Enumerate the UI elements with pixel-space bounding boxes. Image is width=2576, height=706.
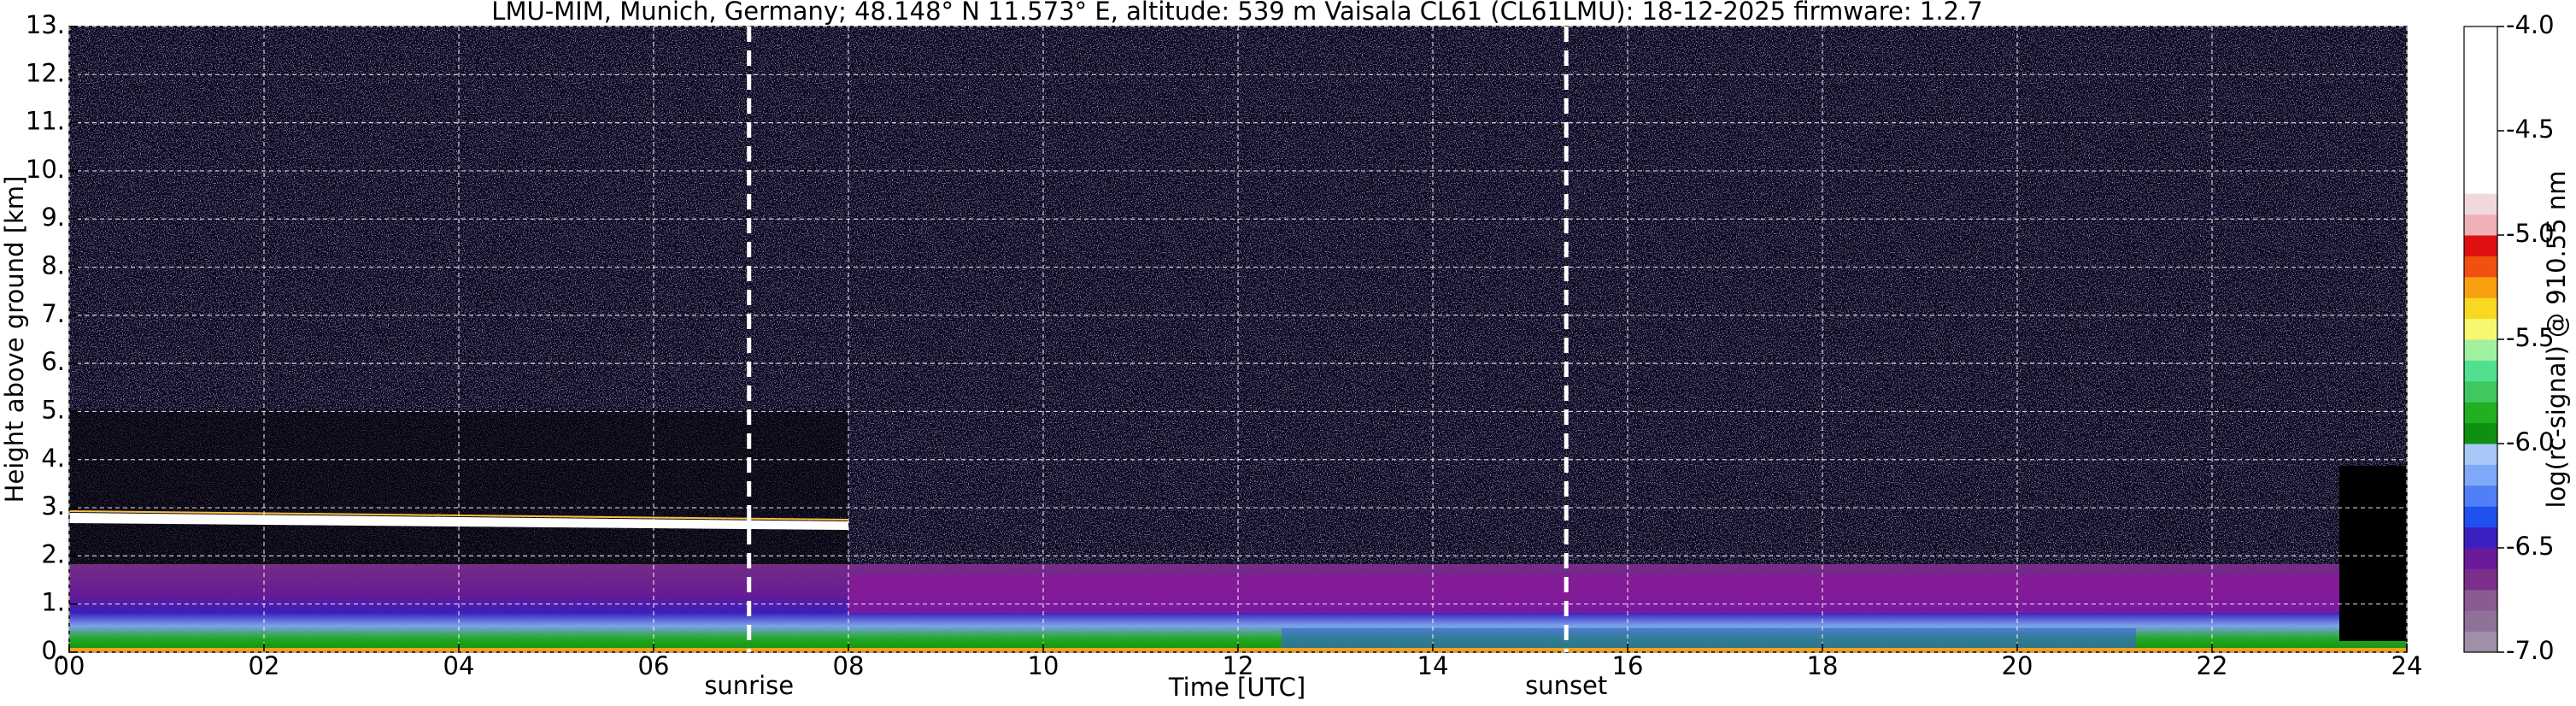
colorbar-segment	[2464, 380, 2497, 403]
y-tick-label: 8.	[41, 251, 65, 280]
colorbar-segment	[2464, 631, 2497, 653]
y-tick-label: 0.	[41, 636, 65, 665]
colorbar-segment	[2464, 548, 2497, 569]
colorbar-segment	[2464, 89, 2497, 111]
colorbar-segment	[2464, 402, 2497, 424]
colorbar-segment	[2464, 235, 2497, 256]
colorbar-segment	[2464, 589, 2497, 611]
x-tick-label: 00	[54, 651, 85, 680]
y-tick-label: 11.	[26, 107, 65, 136]
colorbar-segment	[2464, 193, 2497, 215]
colorbar-segment	[2464, 151, 2497, 174]
colorbar-segment	[2464, 47, 2497, 69]
colorbar-tick-label: -7.0	[2506, 636, 2555, 665]
x-axis-label: Time [UTC]	[1168, 673, 1306, 702]
y-tick-label: 6.	[41, 347, 65, 376]
colorbar-segment	[2464, 568, 2497, 591]
colorbar-tick-label: -5.5	[2506, 323, 2555, 352]
x-tick-label: 14	[1417, 651, 1449, 680]
x-tick-label: 02	[249, 651, 280, 680]
colorbar-segment	[2464, 276, 2497, 298]
colorbar-tick-label: -4.0	[2506, 10, 2555, 39]
x-tick-label: 06	[638, 651, 670, 680]
x-tick-label: 04	[443, 651, 475, 680]
chart-title: LMU-MIM, Munich, Germany; 48.148° N 11.5…	[491, 0, 1982, 26]
y-tick-label: 9.	[41, 203, 65, 232]
colorbar-segment	[2464, 214, 2497, 236]
colorbar-segment	[2464, 68, 2497, 90]
colorbar-label: log(rc-signal) @ 910.55 nm	[2542, 170, 2571, 508]
y-tick-label: 5.	[41, 395, 65, 424]
x-tick-label: 24	[2391, 651, 2423, 680]
x-tick-label: 20	[2002, 651, 2033, 680]
colorbar-segment	[2464, 256, 2497, 278]
x-tick-label: 16	[1612, 651, 1644, 680]
y-axis-label: Height above ground [km]	[0, 176, 29, 503]
annotation-label: sunset	[1525, 671, 1607, 700]
x-tick-label: 08	[833, 651, 865, 680]
colorbar-segment	[2464, 172, 2497, 194]
x-tick-label: 18	[1807, 651, 1839, 680]
y-tick-label: 12.	[26, 58, 65, 87]
colorbar-segment	[2464, 464, 2497, 486]
colorbar-tick-label: -4.5	[2506, 115, 2555, 144]
colorbar-segment	[2464, 610, 2497, 632]
colorbar-segment	[2464, 131, 2497, 152]
colorbar-segment	[2464, 318, 2497, 340]
x-tick-label: 10	[1028, 651, 1059, 680]
y-tick-label: 1.	[41, 588, 65, 617]
colorbar-segment	[2464, 297, 2497, 320]
y-tick-label: 13.	[26, 10, 65, 39]
colorbar-segment	[2464, 527, 2497, 549]
y-tick-label: 7.	[41, 299, 65, 328]
colorbar-tick-label: -5.0	[2506, 219, 2555, 248]
y-tick-label: 10.	[26, 155, 65, 184]
colorbar-tick-label: -6.0	[2506, 427, 2555, 456]
x-tick-label: 22	[2197, 651, 2228, 680]
colorbar-segment	[2464, 339, 2497, 361]
x-tick-label: 12	[1223, 651, 1254, 680]
y-tick-label: 4.	[41, 444, 65, 473]
colorbar-segment	[2464, 422, 2497, 444]
colorbar-segment	[2464, 360, 2497, 382]
y-tick-label: 3.	[41, 491, 65, 521]
colorbar-segment	[2464, 26, 2497, 48]
colorbar-tick-label: -6.5	[2506, 532, 2555, 561]
colorbar-segment	[2464, 485, 2497, 507]
colorbar-segment	[2464, 506, 2497, 528]
y-tick-label: 2.	[41, 539, 65, 568]
colorbar-segment	[2464, 444, 2497, 465]
annotation-label: sunrise	[704, 671, 794, 700]
colorbar-segment	[2464, 109, 2497, 132]
